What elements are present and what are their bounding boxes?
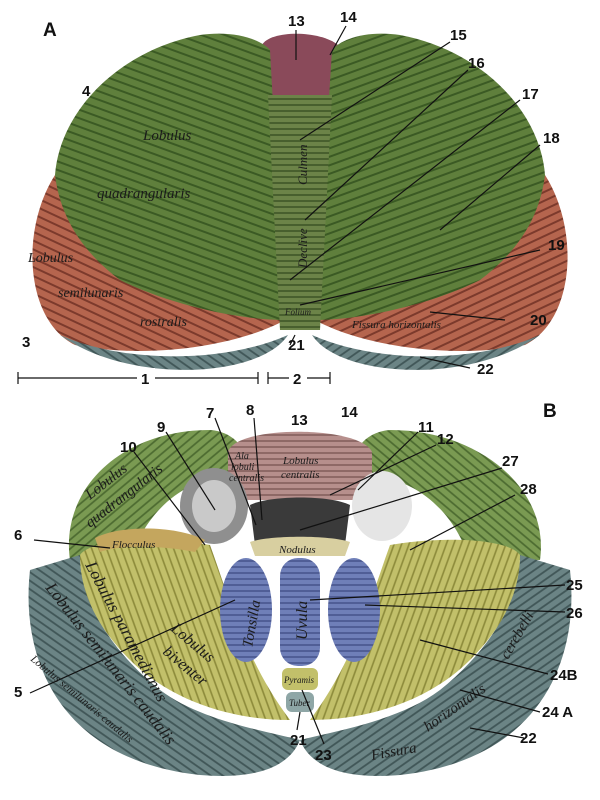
right-biventer-lobe (310, 539, 520, 720)
label-ala: Ala (234, 451, 249, 462)
label-lobulus-centralis: Lobulus (282, 455, 318, 467)
uvula-lobe (280, 558, 320, 666)
left-outer-hemisphere (28, 555, 300, 776)
num-b-28: 28 (520, 481, 537, 498)
num-b-24b: 24B (550, 667, 578, 684)
fourth-ventricle (250, 497, 350, 545)
flocculus-lobe (95, 528, 205, 552)
num-b-10: 10 (120, 439, 137, 456)
label-lobulus: Lobulus (142, 128, 192, 144)
label-centralis-ala: centralis (229, 473, 264, 484)
label-quadrangularis: quadrangularis (97, 186, 191, 202)
num-b-9: 9 (157, 419, 165, 436)
left-biventer-lobe (80, 539, 290, 720)
left-quadrangular-lobe (68, 430, 246, 560)
label-centralis: centralis (281, 469, 320, 481)
label-declive: Declive (295, 228, 310, 269)
left-tonsilla (220, 558, 272, 662)
label-tuber: Tuber (289, 698, 311, 708)
num-b-22: 22 (520, 730, 537, 747)
pyramis-lobe (282, 668, 318, 690)
num-b-24a: 24 A (542, 704, 573, 721)
right-bottom-rim (312, 335, 540, 370)
num-b-21: 21 (290, 732, 307, 749)
label-lobulus-semilunaris: Lobulus (27, 251, 74, 266)
num-a-4: 4 (82, 83, 91, 100)
num-b-14: 14 (341, 404, 358, 421)
label-rostralis: rostralis (140, 315, 187, 330)
right-peduncle-cut (352, 471, 412, 541)
num-a-18: 18 (543, 130, 560, 147)
num-a-21: 21 (288, 337, 305, 354)
num-b-6: 6 (14, 527, 22, 544)
right-outer-hemisphere (300, 555, 572, 776)
label-pyramis: Pyramis (283, 675, 314, 685)
label-culmen: Culmen (295, 145, 310, 185)
scale-2-bg (289, 368, 307, 388)
num-a-2: 2 (293, 371, 301, 388)
lobulus-centralis-bottom (228, 431, 372, 500)
num-a-1: 1 (141, 371, 149, 388)
num-a-13: 13 (288, 13, 305, 30)
num-b-12: 12 (437, 431, 454, 448)
num-b-11: 11 (418, 419, 434, 436)
num-a-17: 17 (522, 86, 539, 103)
right-tonsilla (328, 558, 380, 662)
label-fissura-horizontalis: Fissura horizontalis (351, 319, 441, 331)
label-lobuli: lobuli (231, 462, 255, 473)
vermis-strip (268, 95, 332, 330)
num-a-3: 3 (22, 334, 30, 351)
num-b-5: 5 (14, 684, 22, 701)
nodulus-lobe (250, 536, 350, 556)
num-b-26: 26 (566, 605, 583, 622)
left-peduncle-inner (192, 480, 236, 532)
right-quadrangular-lobe (354, 430, 541, 560)
scale-1-bg (137, 368, 155, 388)
right-green-region (315, 33, 545, 320)
tuber-lobe (286, 692, 314, 712)
panel-b-letter: B (543, 401, 557, 422)
num-b-8: 8 (246, 402, 254, 419)
num-a-16: 16 (468, 55, 485, 72)
label-folium: Folium (284, 307, 311, 317)
label-uvula: Uvula (294, 601, 311, 640)
label-semilunaris: semilunaris (58, 286, 124, 301)
panel-a: Lobulus quadrangularis Lobulus semilunar… (17, 9, 568, 388)
num-b-25: 25 (566, 577, 583, 594)
num-a-22: 22 (477, 361, 494, 378)
label-flocculus: Flocculus (111, 539, 155, 551)
lobulus-centralis-top (262, 33, 338, 100)
num-a-15: 15 (450, 27, 467, 44)
num-a-20: 20 (530, 312, 547, 329)
label-nodulus: Nodulus (278, 544, 316, 556)
left-bottom-rim (60, 335, 288, 370)
panel-a-letter: A (43, 20, 57, 41)
panel-b-leader-lines (29, 417, 566, 745)
num-a-14: 14 (340, 9, 357, 26)
num-b-27: 27 (502, 453, 519, 470)
num-a-19: 19 (548, 237, 565, 254)
num-b-13: 13 (291, 412, 308, 429)
left-green-region (55, 33, 285, 320)
num-b-7: 7 (206, 405, 214, 422)
num-b-23: 23 (315, 747, 332, 764)
panel-b: Ala lobuli centralis Lobulus centralis L… (14, 401, 583, 776)
